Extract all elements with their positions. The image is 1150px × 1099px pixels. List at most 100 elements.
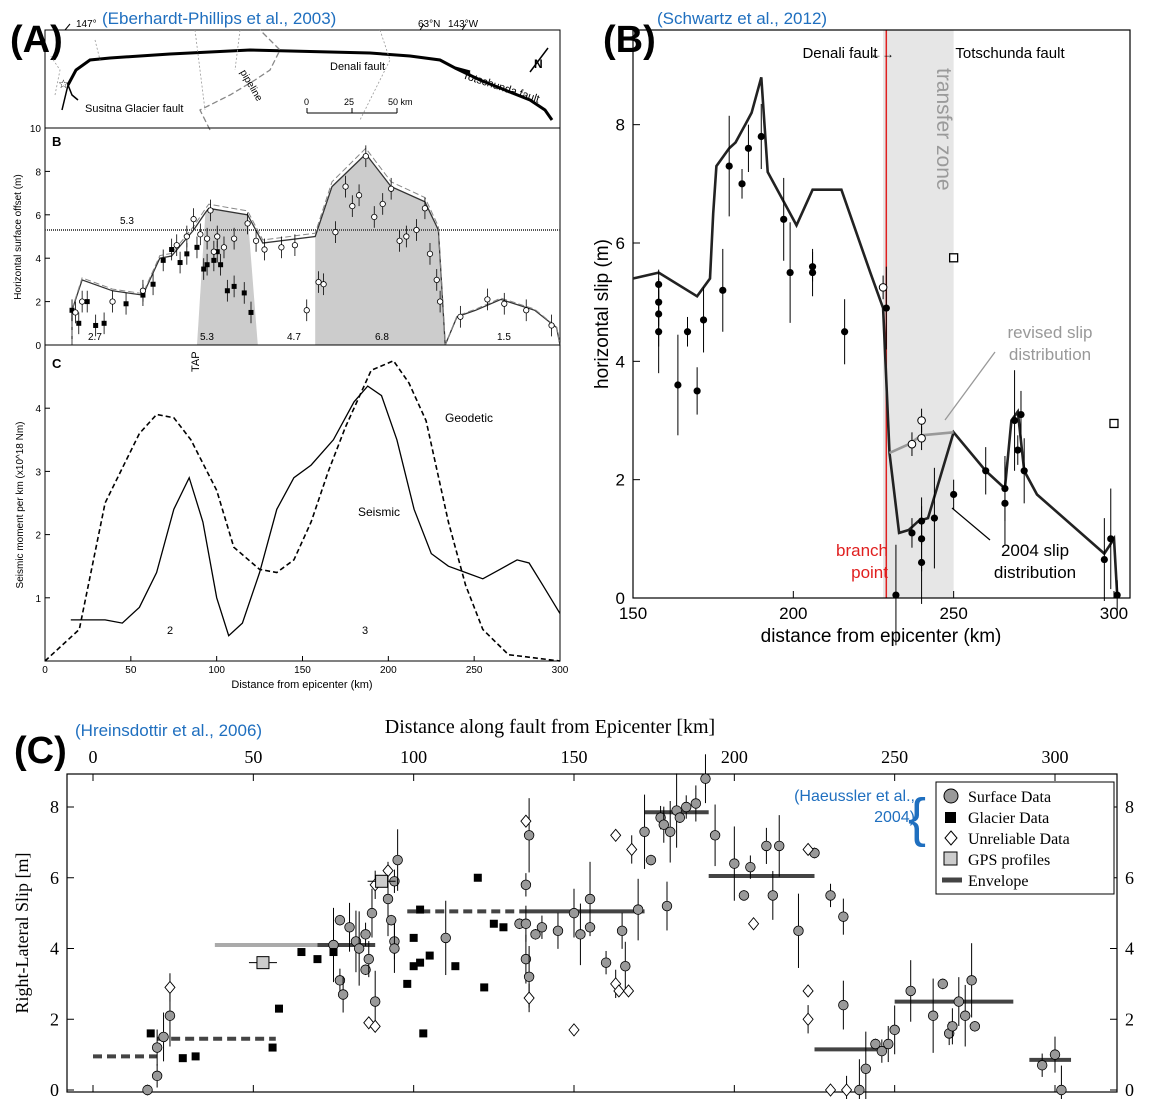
totschunda-fault-trace [454,66,554,121]
surface-data-point [366,907,378,919]
slip-filled-point [950,490,958,499]
map-label-totschunda: Totschunda fault [461,69,541,105]
panel-a: (A) (Eberhardt-Phillips et al., 2003) 14… [10,9,569,691]
slip-filled-point [744,144,753,152]
offset-shaded-segment [197,208,258,345]
peak-label-2: 2 [167,625,173,637]
legend-gps-marker [943,851,958,866]
surface-data-point [369,996,381,1007]
moment-y-axis-label: Seismic moment per km (x10^18 Nm) [15,422,26,589]
offset-open-point [139,287,147,294]
surface-data-point [883,1038,894,1050]
gps-data-point [256,956,270,970]
offset-open-point [244,220,251,227]
scale-label-25: 25 [344,97,354,107]
geodetic-moment-line [44,359,561,662]
surface-data-point [1036,1060,1048,1071]
slip-y-tick-label: 6 [616,234,625,253]
surface-data-point [870,1038,881,1050]
gps-data-point [375,874,389,888]
offset-open-point [252,237,260,244]
legend-unreliable-label: Unreliable Data [968,831,1070,848]
offset-open-point [278,244,285,251]
slip-filled-point [1107,535,1115,543]
slip-filled-point [719,286,727,294]
offset-filled-point [231,283,237,289]
glacier-data-point [473,873,482,882]
map-label-susitna: Susitna Glacier fault [85,103,183,115]
unreliable-data-point [520,814,532,828]
moment-x-tick-label: 250 [466,665,483,676]
glacier-data-point [191,1052,200,1061]
branch-point-label: branch point [836,541,888,582]
slip-x-tick-label: 300 [1100,604,1128,623]
fault-x-tick-label: 150 [561,747,588,767]
surface-data-point [520,918,532,929]
surface-data-point [382,893,394,905]
offset-y-tick-label: 4 [35,254,41,265]
moment-y-tick-label: 4 [35,404,41,415]
offset-open-point [421,205,429,212]
offset-open-point [433,276,440,283]
slip-open-point [917,416,926,425]
slip-filled-point [699,316,708,324]
fault-distance-axis-label: Distance along fault from Epicenter [km] [385,716,715,738]
slip-filled-point [1010,416,1019,425]
surface-data-point [584,893,596,905]
offset-y-axis-label: Horizontal surface offset (m) [13,174,24,299]
offset-filled-point [160,257,166,263]
unreliable-data-point [802,842,814,857]
surface-data-point [440,932,451,944]
map-tick [461,23,467,31]
double-arrow-icon: ←→ [870,47,894,61]
surface-data-point [860,1063,872,1074]
offset-open-point [403,233,410,240]
offset-open-point [72,309,79,316]
surface-data-point [334,915,346,926]
offset-open-point [197,231,204,238]
unreliable-data-point [369,1019,381,1034]
offset-open-point [210,248,217,255]
scale-label-0: 0 [304,97,309,107]
offset-open-point [220,244,228,251]
offset-filled-point [201,266,207,272]
surface-data-point [966,975,977,986]
glacier-data-point [297,948,306,957]
panel-b-citation: (Schwartz et al., 2012) [657,9,827,28]
susitna-fault-trace [61,82,79,111]
glacier-data-point [425,951,434,960]
peak-label-3: 3 [362,625,368,637]
glacier-data-point [480,983,489,992]
slip-filled-point [655,328,663,336]
map-label-denali: Denali fault [330,61,385,73]
surface-data-point [658,819,669,830]
offset-filled-point [184,251,190,257]
moment-x-tick-label: 200 [380,665,397,676]
offset-open-point [291,242,299,249]
slip-filled-point [892,591,900,599]
slip-y-tick-label: 8 [616,116,625,135]
legend-glacier-marker [945,812,956,823]
curly-brace-icon: { [908,788,926,848]
offset-open-point [484,296,491,303]
surface-data-point [927,1010,939,1021]
surface-data-point [639,826,650,837]
surface-data-point [536,922,548,933]
offset-open-point [371,213,378,221]
scale-label-50: 50 km [388,97,413,107]
unreliable-data-point [164,980,176,995]
legend-unreliable-marker [944,830,958,846]
slip-filled-point [1017,410,1025,419]
panel-c: (C) (Hreinsdottir et al., 2006) Distance… [12,716,1134,1099]
glacier-data-point [268,1043,277,1052]
moment-x-tick-label: 0 [42,665,48,676]
surface-data-point [700,773,711,784]
offset-open-point [231,235,238,242]
slip-square-point [948,253,959,263]
offset-y-tick-label: 0 [35,341,41,352]
offset-y-tick-label: 6 [35,211,41,222]
panel-a-label: (A) [10,19,63,61]
panel-c-label: (C) [14,730,67,772]
offset-open-point [109,298,116,305]
